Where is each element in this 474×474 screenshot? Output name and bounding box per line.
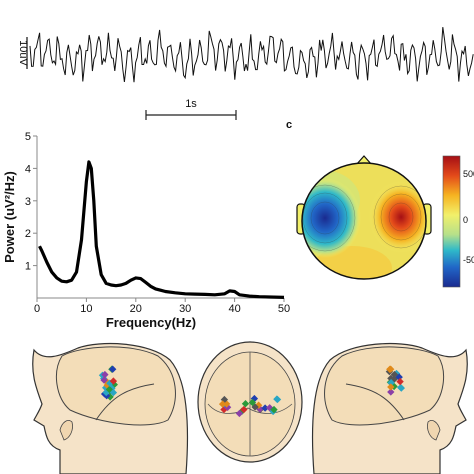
x-tick-label: 30 bbox=[179, 303, 191, 315]
x-tick-label: 20 bbox=[130, 303, 142, 315]
x-tick-label: 10 bbox=[80, 303, 92, 315]
dipole-marker bbox=[218, 400, 227, 408]
dipole-marker bbox=[273, 395, 281, 403]
dipole-marker bbox=[241, 400, 250, 408]
colorbar-tick-label: 500 bbox=[463, 169, 474, 179]
dipole-marker bbox=[387, 379, 395, 387]
x-axis-label: Frequency(Hz) bbox=[106, 315, 196, 330]
dipole-marker bbox=[248, 398, 257, 407]
dipole-marker bbox=[390, 370, 399, 379]
topography-panel: c 5 bbox=[286, 119, 474, 288]
y-tick-label: 4 bbox=[25, 163, 31, 175]
dipole-marker bbox=[109, 388, 118, 397]
scalp-map bbox=[296, 155, 432, 280]
dipole-marker bbox=[240, 405, 248, 414]
left-sagittal-head bbox=[32, 342, 189, 474]
dipole-marker bbox=[261, 404, 269, 412]
head-outline bbox=[301, 162, 427, 280]
x-tick-label: 0 bbox=[34, 303, 40, 315]
positive-blob bbox=[369, 181, 426, 253]
series-line bbox=[38, 160, 285, 299]
colorbar-tick-label: -50 bbox=[463, 255, 474, 265]
y-tick-label: 5 bbox=[25, 131, 31, 143]
dipole-marker bbox=[396, 377, 404, 386]
dipole-marker bbox=[387, 374, 395, 383]
dipole-marker bbox=[101, 370, 109, 379]
dipole-marker bbox=[270, 405, 278, 414]
y-tick-label: 1 bbox=[25, 261, 31, 273]
dipole-marker bbox=[109, 377, 118, 385]
dipole-marker bbox=[387, 383, 395, 391]
dipole-markers bbox=[98, 365, 405, 418]
y-axis-label: Power (uV²/Hz) bbox=[2, 171, 17, 263]
dipole-marker bbox=[386, 365, 394, 373]
eeg-trace-panel: 10uV 1s bbox=[17, 27, 474, 120]
y-tick-label: 2 bbox=[25, 228, 31, 240]
panel-label: c bbox=[286, 119, 292, 131]
power-spectrum-chart: 0 10 20 30 40 50 1 2 3 4 5 Frequency(Hz) Power (u… bbox=[2, 131, 290, 330]
dipole-marker bbox=[109, 365, 117, 373]
dipole-marker bbox=[100, 376, 108, 384]
amplitude-scale-label: 10uV bbox=[17, 40, 29, 66]
x-tick-label: 50 bbox=[278, 303, 290, 315]
dipole-marker bbox=[235, 409, 244, 418]
dipole-marker bbox=[397, 384, 405, 392]
eeg-waveform bbox=[29, 27, 474, 83]
time-scale-label: 1s bbox=[185, 98, 197, 110]
colorbar: 500 0 -50 bbox=[442, 155, 474, 288]
y-tick-label: 3 bbox=[25, 196, 31, 208]
right-sagittal-head bbox=[311, 342, 468, 474]
dipole-marker bbox=[387, 388, 395, 396]
source-localization-panel bbox=[32, 341, 468, 474]
colorbar-tick-label: 0 bbox=[463, 215, 468, 225]
x-tick-label: 40 bbox=[228, 303, 240, 315]
